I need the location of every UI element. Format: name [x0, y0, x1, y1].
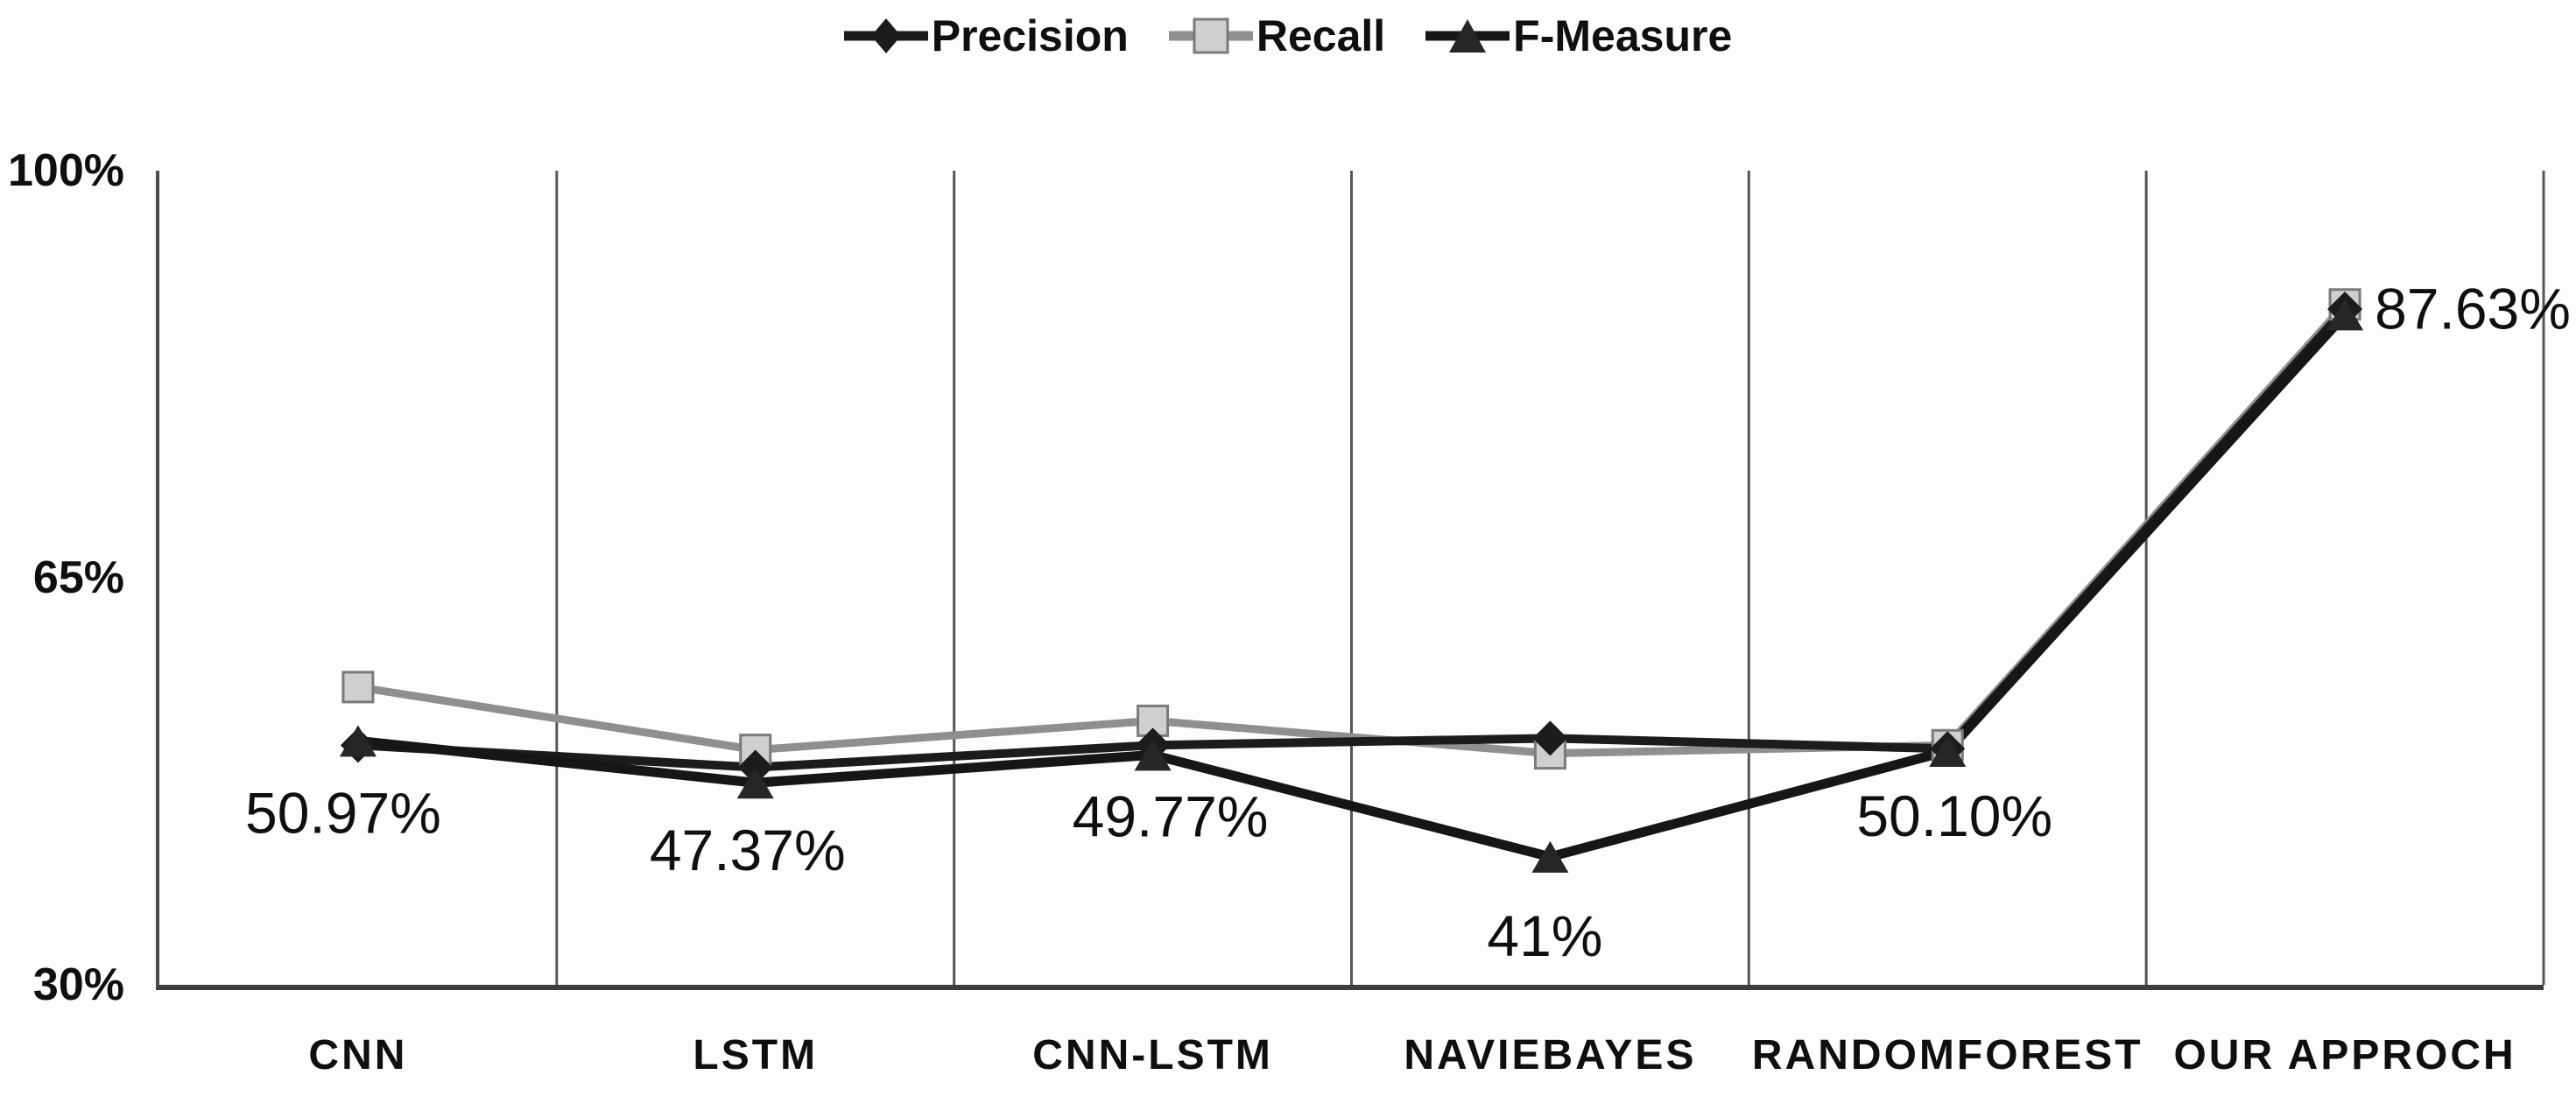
y-axis-tick-label: 100% — [8, 145, 124, 196]
x-axis-category-label: LSTM — [693, 1032, 819, 1078]
legend-label-precision: Precision — [931, 11, 1129, 60]
x-axis-category-label: NAVIEBAYES — [1404, 1032, 1697, 1078]
f-measure-marker — [1531, 840, 1569, 873]
recall-legend-marker-icon — [1168, 18, 1253, 54]
precision-marker — [1532, 720, 1568, 756]
f-measure-marker — [736, 767, 774, 799]
recall-marker — [341, 671, 375, 704]
plot-area: 50.97% 47.37% 49.77% 41% 50.10% 87.63% — [156, 171, 2571, 990]
x-axis-category-label: OUR APPROCH — [2173, 1032, 2516, 1078]
f-measure-line — [357, 311, 2349, 862]
f-measure-legend-marker-icon — [1425, 19, 1510, 53]
y-axis-tick-label: 65% — [32, 552, 124, 603]
value-label: 50.10% — [1856, 783, 2052, 848]
legend-label-f-measure: F-Measure — [1513, 11, 1733, 60]
legend-label-recall: Recall — [1256, 11, 1386, 60]
value-label: 50.97% — [245, 780, 441, 845]
value-label: 47.37% — [650, 818, 846, 882]
x-axis-category-label: RANDOMFOREST — [1751, 1032, 2143, 1078]
chart-svg: 50.97% 47.37% 49.77% 41% 50.10% 87.63% — [245, 171, 2571, 985]
f-measure-marker — [339, 725, 377, 757]
legend: Precision Recall F-Measure — [0, 11, 2576, 61]
value-label: 41% — [1487, 903, 1602, 968]
legend-item-precision: Precision — [843, 11, 1129, 61]
value-label: 49.77% — [1073, 783, 1269, 848]
legend-item-f-measure: F-Measure — [1425, 11, 1732, 61]
x-axis-category-label: CNN — [308, 1032, 408, 1078]
legend-item-recall: Recall — [1168, 11, 1386, 61]
precision-legend-marker-icon — [843, 18, 928, 53]
f-measure-marker — [1929, 734, 1967, 767]
y-axis-tick-label: 30% — [32, 959, 124, 1010]
f-measure-marker — [1134, 739, 1172, 771]
x-axis-category-label: CNN-LSTM — [1032, 1032, 1273, 1078]
f-measure-marker — [2326, 299, 2364, 331]
value-label: 87.63% — [2375, 276, 2571, 341]
